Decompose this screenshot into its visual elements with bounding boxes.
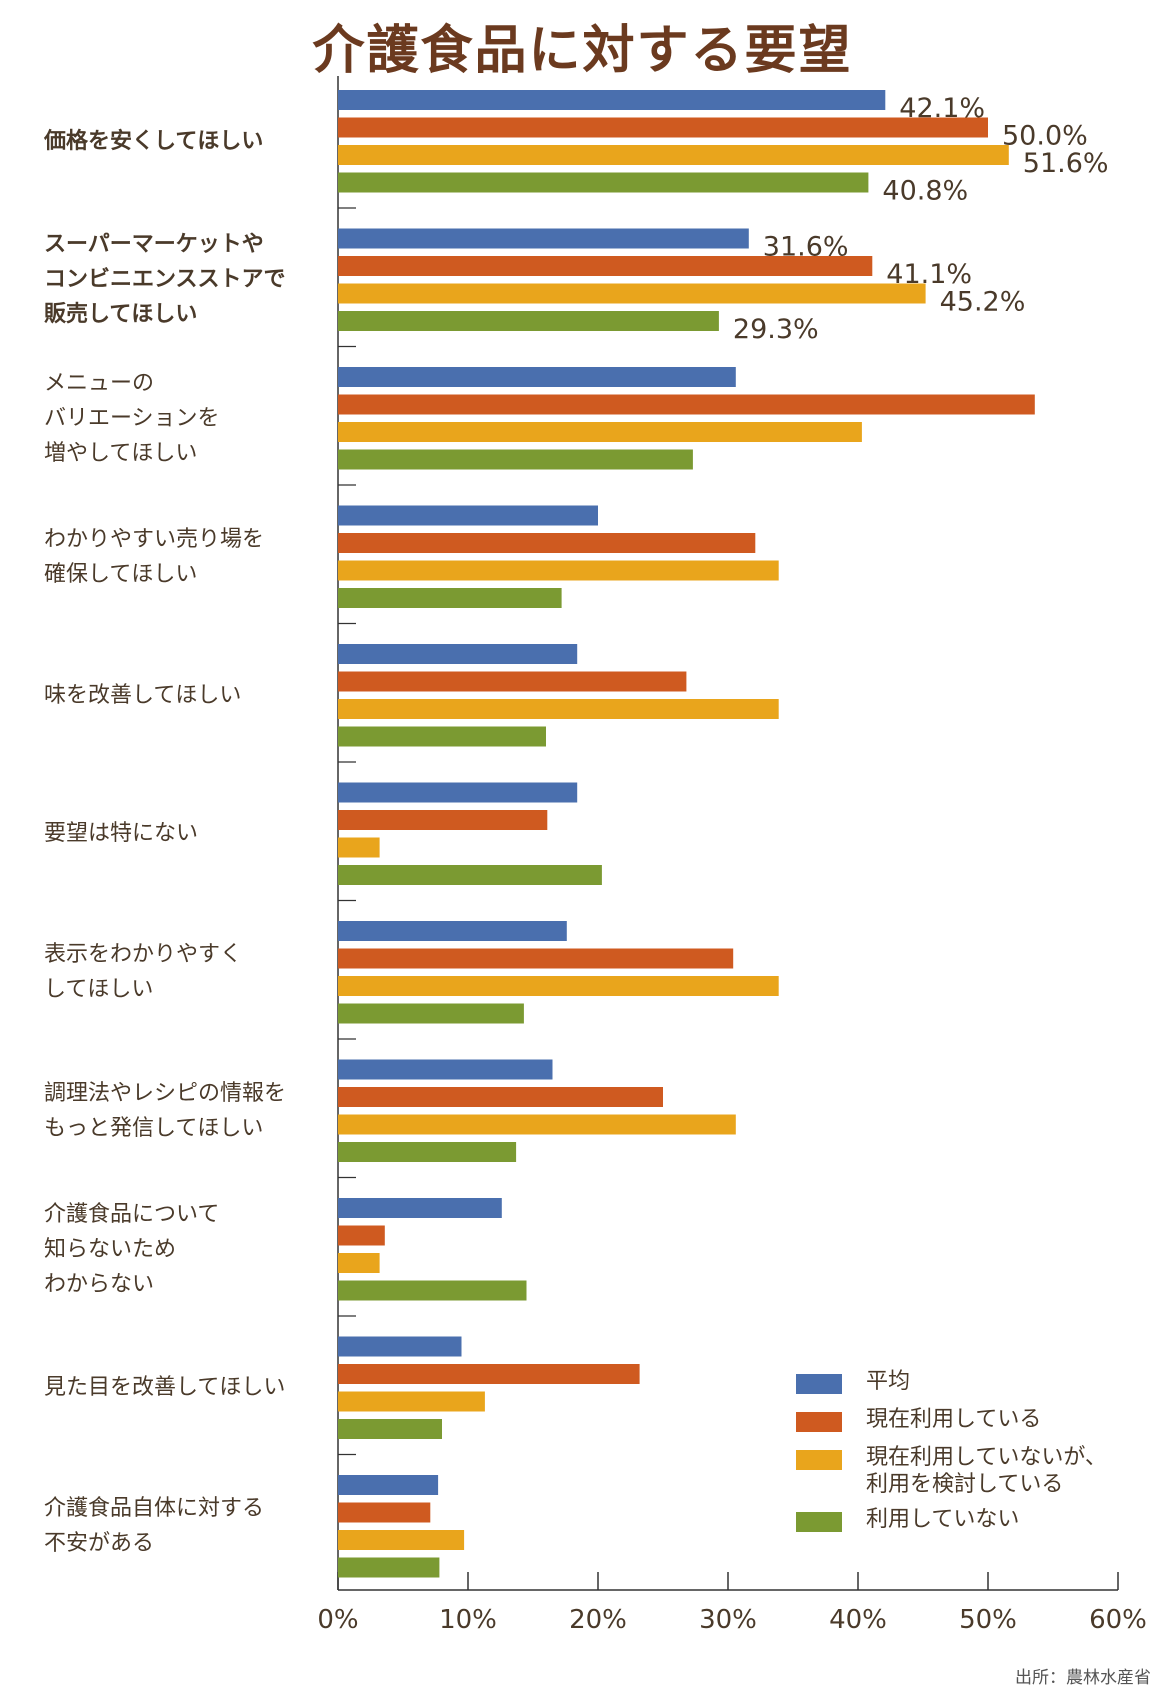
legend-label: 平均 [866,1369,911,1394]
bar [338,921,567,941]
category-label: 調理法やレシピの情報を もっと発信してほしい [44,1080,287,1141]
x-tick-label: 0% [317,1605,358,1635]
legend-item: 現在利用していないが、 利用を検討している [796,1444,1156,1498]
chart-title: 介護食品に対する要望 [312,21,853,81]
legend-swatch [796,1512,842,1532]
legend-item: 平均 [796,1368,1156,1398]
bar [338,449,693,470]
data-label: 51.6% [1023,148,1109,179]
bar [338,976,779,996]
legend-label: 現在利用している [866,1407,1042,1432]
bar [338,588,562,608]
bar [338,1502,431,1523]
x-tick-label: 20% [569,1605,627,1635]
bar [338,145,1009,165]
bar [338,90,886,110]
legend-item: 利用していない [796,1506,1156,1536]
bar [338,311,719,331]
x-tick-label: 60% [1089,1605,1147,1635]
data-label: 29.3% [733,314,819,345]
bar [338,1419,442,1439]
bar [338,1198,502,1218]
category-label: 介護食品自体に対する 不安がある [44,1496,265,1557]
bar [338,1530,465,1550]
bar [338,1364,640,1384]
bar [338,671,687,692]
legend-swatch [796,1450,842,1470]
data-label: 50.0% [1002,121,1088,152]
bar [338,283,926,304]
bar [338,228,749,249]
data-label: 40.8% [882,176,968,207]
bar [338,1114,736,1135]
bar [338,1087,663,1107]
bar [338,1003,524,1024]
bar [338,810,548,830]
legend-swatch [796,1374,842,1394]
x-tick-label: 40% [829,1605,887,1635]
category-label: メニューの バリエーションを 増やしてほしい [44,370,220,466]
bar [338,1142,517,1162]
bar [338,256,873,276]
x-tick-label: 10% [439,1605,497,1635]
category-label: 価格を安くしてほしい [44,128,264,154]
category-label: わかりやすい売り場を 確保してほしい [44,526,265,587]
legend-label: 利用していない [866,1507,1020,1532]
bar [338,1280,527,1301]
bar [338,367,736,387]
bar [338,699,779,719]
legend-swatch [796,1412,842,1432]
bar [338,837,380,858]
bar [338,1557,440,1578]
data-label: 45.2% [940,287,1026,318]
data-label: 42.1% [899,93,985,124]
bar [338,172,869,193]
bar [338,1336,462,1357]
bar [338,505,598,526]
x-tick-label: 50% [959,1605,1017,1635]
category-label: 味を改善してほしい [44,682,242,708]
bar [338,1475,439,1495]
bar [338,117,988,138]
bar [338,560,779,581]
bar [338,533,756,553]
bar [338,1225,385,1246]
data-label: 31.6% [763,232,849,263]
bar [338,1253,380,1273]
legend-item: 現在利用している [796,1406,1156,1436]
bar [338,865,602,885]
bar [338,422,862,442]
bar [338,726,546,747]
bar [338,782,578,803]
category-label: 要望は特にない [44,821,199,847]
legend: 平均現在利用している現在利用していないが、 利用を検討している利用していない [796,1368,1156,1544]
category-label: 介護食品について 知らないため わからない [44,1201,220,1297]
category-label: 見た目を改善してほしい [44,1375,286,1401]
legend-label: 現在利用していないが、 利用を検討している [866,1445,1107,1497]
bar [338,644,578,664]
bar [338,1059,553,1080]
source-note: 出所：農林水産省 [1015,1668,1151,1688]
bar [338,394,1035,415]
category-label: スーパーマーケットや コンビニエンスストアで 販売してほしい [44,232,286,328]
x-tick-label: 30% [699,1605,757,1635]
category-label: 表示をわかりやすく してほしい [44,942,243,1003]
bar [338,1391,485,1412]
bar [338,948,734,969]
data-label: 41.1% [886,259,972,290]
